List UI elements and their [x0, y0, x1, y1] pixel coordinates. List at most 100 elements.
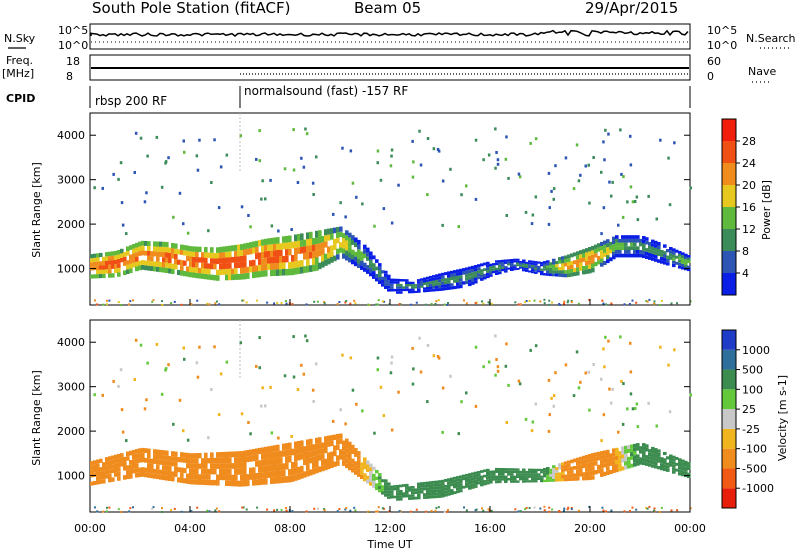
velocity-echo-cell — [675, 468, 679, 472]
power-echo-cell — [171, 263, 175, 269]
velocity-echo-cell — [474, 509, 477, 512]
velocity-echo-cell — [393, 485, 397, 488]
power-echo-cell — [672, 257, 676, 261]
power-echo-cell — [684, 259, 688, 262]
power-echo-cell — [174, 264, 178, 270]
power-echo-cell — [531, 269, 535, 272]
velocity-echo-cell — [114, 459, 118, 464]
power-echo-cell — [348, 242, 352, 248]
velocity-colorbar-label: Velocity [m s-1] — [776, 375, 789, 461]
velocity-echo-cell — [570, 459, 574, 464]
power-echo-cell — [225, 268, 229, 275]
power-echo-cell — [612, 244, 616, 248]
power-echo-cell — [618, 242, 622, 247]
power-echo-cell — [162, 252, 166, 258]
power-echo-cell — [582, 249, 586, 254]
power-echo-cell — [516, 268, 520, 270]
power-echo-cell — [93, 261, 97, 266]
power-echo-cell — [168, 252, 172, 258]
velocity-echo-cell — [378, 489, 382, 493]
station-title: South Pole Station (fitACF) — [92, 0, 290, 17]
velocity-echo-cell — [501, 473, 505, 476]
power-echo-cell — [135, 261, 139, 267]
velocity-echo-cell — [348, 446, 352, 452]
power-echo-cell — [172, 215, 175, 219]
velocity-echo-cell — [282, 450, 286, 457]
velocity-echo-cell — [510, 475, 514, 478]
power-echo-cell — [120, 257, 124, 263]
power-echo-cell — [495, 262, 499, 266]
power-echo-cell — [585, 261, 589, 266]
velocity-echo-cell — [269, 385, 272, 389]
freq-label-2: [MHz] — [2, 67, 34, 80]
power-echo-cell — [378, 273, 382, 277]
velocity-echo-cell — [660, 467, 664, 471]
velocity-echo-cell — [132, 454, 136, 460]
power-echo-cell — [159, 246, 163, 252]
power-echo-cell — [216, 258, 220, 265]
power-echo-cell — [609, 241, 613, 246]
velocity-echo-cell — [495, 467, 499, 471]
power-echo-cell — [486, 267, 490, 270]
velocity-echo-cell — [642, 457, 646, 462]
power-echo-cell — [152, 299, 155, 302]
power-echo-cell — [612, 255, 616, 260]
power-echo-cell — [132, 258, 136, 263]
power-echo-cell — [547, 171, 551, 175]
velocity-echo-cell — [549, 476, 553, 480]
velocity-echo-cell — [234, 468, 238, 475]
velocity-echo-cell — [117, 458, 121, 463]
power-echo-cell — [147, 246, 151, 251]
velocity-echo-cell — [570, 470, 574, 474]
velocity-echo-cell — [663, 458, 667, 462]
velocity-echo-cell — [267, 471, 271, 478]
power-echo-cell — [96, 253, 100, 258]
power-echo-cell — [96, 257, 100, 262]
velocity-echo-cell — [398, 510, 401, 513]
power-echo-cell — [441, 179, 445, 183]
power-echo-cell — [540, 261, 544, 265]
velocity-echo-cell — [390, 495, 394, 499]
power-echo-cell — [689, 186, 692, 190]
velocity-echo-cell — [204, 479, 208, 486]
velocity-echo-cell — [550, 396, 553, 400]
velocity-echo-cell — [621, 458, 625, 463]
power-echo-cell — [270, 244, 274, 251]
velocity-echo-cell — [312, 462, 316, 469]
velocity-echo-cell — [249, 473, 253, 480]
power-echo-cell — [141, 250, 145, 256]
velocity-echo-cell — [384, 485, 388, 488]
velocity-echo-cell — [482, 509, 485, 512]
power-echo-cell — [228, 274, 232, 281]
velocity-echo-cell — [210, 463, 214, 469]
velocity-echo-cell — [435, 507, 438, 510]
velocity-echo-cell — [585, 463, 589, 468]
power-echo-cell — [150, 256, 154, 262]
velocity-echo-cell — [267, 446, 271, 453]
velocity-echo-cell — [438, 483, 442, 487]
velocity-echo-cell — [351, 449, 355, 454]
power-echo-cell — [225, 251, 229, 258]
velocity-echo-cell — [585, 471, 589, 476]
velocity-echo-cell — [435, 483, 439, 487]
power-echo-cell — [198, 273, 202, 279]
power-echo-cell — [165, 262, 169, 268]
velocity-echo-cell — [681, 473, 685, 477]
velocity-echo-cell — [507, 383, 510, 387]
power-echo-cell — [681, 263, 685, 267]
power-echo-cell — [555, 270, 559, 274]
power-echo-cell — [111, 251, 115, 256]
velocity-echo-cell — [672, 467, 676, 471]
velocity-echo-cell — [192, 474, 196, 480]
power-echo-cell — [546, 265, 550, 268]
power-echo-cell — [567, 269, 571, 274]
power-echo-cell — [360, 251, 364, 257]
velocity-echo-cell — [252, 467, 256, 474]
velocity-echo-cell — [246, 450, 250, 456]
velocity-echo-cell — [129, 507, 132, 510]
velocity-echo-cell — [354, 461, 358, 466]
velocity-echo-cell — [93, 393, 96, 397]
power-echo-cell — [657, 242, 661, 246]
velocity-echo-cell — [372, 477, 376, 481]
velocity-echo-cell — [348, 456, 352, 461]
